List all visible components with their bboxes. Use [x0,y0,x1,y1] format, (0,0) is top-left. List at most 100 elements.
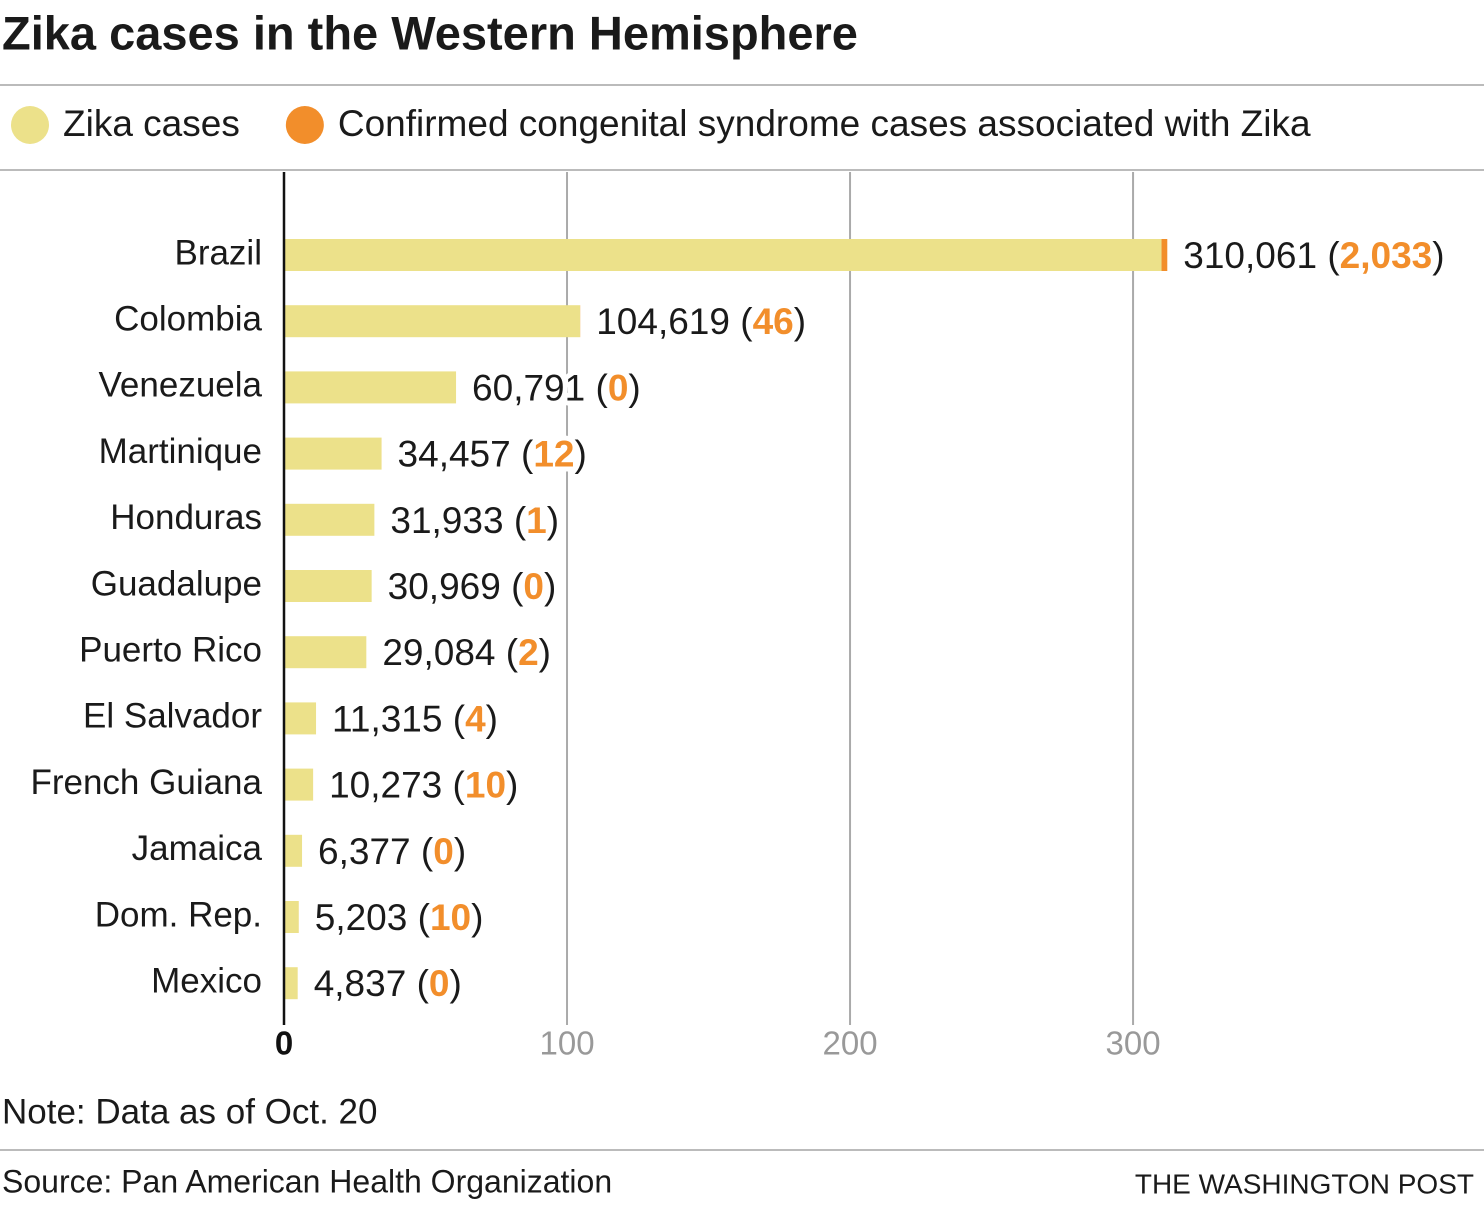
category-label: French Guiana [30,763,262,802]
congenital-count: 0 [429,963,450,1004]
value-label-congenital: (2,033) [1327,235,1444,276]
value-label: 31,933 (1) [390,500,559,541]
value-label-main: 31,933 [390,500,513,541]
value-label: 4,837 (0) [314,963,462,1004]
value-label-main: 104,619 [596,301,740,342]
paren: ( [418,897,431,938]
value-label: 30,969 (0) [388,566,557,607]
value-label-congenital: (0) [421,831,466,872]
bar [284,570,372,602]
paren: ( [421,831,434,872]
credit: THE WASHINGTON POST [1135,1168,1474,1199]
paren: ) [486,698,498,739]
paren: ( [514,500,527,541]
x-tick-label: 200 [823,1025,878,1062]
congenital-count: 10 [430,897,471,938]
value-label-congenital: (1) [514,500,559,541]
paren: ( [596,367,609,408]
value-label: 11,315 (4) [332,698,498,739]
note: Note: Data as of Oct. 20 [2,1092,377,1131]
value-label-main: 4,837 [314,963,417,1004]
paren: ) [471,897,483,938]
congenital-count: 2,033 [1340,235,1433,276]
value-label-congenital: (0) [596,367,641,408]
paren: ( [417,963,430,1004]
legend-label: Zika cases [63,103,240,144]
paren: ) [794,301,806,342]
category-label: Martinique [99,432,262,471]
value-label: 29,084 (2) [382,632,551,673]
legend-swatch [285,106,324,144]
bar [284,305,581,338]
value-label-main: 5,203 [315,897,418,938]
category-label: Mexico [151,961,262,1000]
paren: ( [453,698,466,739]
bar [284,636,367,669]
congenital-count: 0 [523,566,544,607]
category-label: Jamaica [132,829,263,868]
value-label: 10,273 (10) [329,764,518,805]
paren: ( [740,301,753,342]
paren: ) [1432,235,1444,276]
bar [284,702,317,735]
bar [284,503,375,536]
value-label-main: 29,084 [382,632,505,673]
congenital-count: 12 [533,433,574,474]
congenital-count: 4 [465,698,486,739]
congenital-count: 10 [465,764,506,805]
category-label: Puerto Rico [79,630,262,669]
value-label: 60,791 (0) [472,367,641,408]
paren: ) [628,367,640,408]
category-label: El Salvador [83,697,262,736]
value-label-congenital: (0) [511,566,556,607]
x-tick-label: 300 [1106,1025,1161,1062]
x-tick-label: 0 [275,1025,293,1062]
congenital-count: 1 [526,500,547,541]
source: Source: Pan American Health Organization [2,1163,612,1199]
paren: ) [539,632,551,673]
category-label: Honduras [110,498,262,537]
bar [284,834,303,867]
paren: ) [449,963,461,1004]
value-label-main: 310,061 [1183,235,1327,276]
congenital-count: 46 [753,301,794,342]
value-label-main: 10,273 [329,764,452,805]
paren: ( [506,632,519,673]
paren: ) [574,433,586,474]
value-label-main: 11,315 [332,698,453,739]
value-label-main: 6,377 [318,831,421,872]
paren: ) [544,566,556,607]
paren: ( [521,433,534,474]
value-label-congenital: (10) [453,764,519,805]
paren: ( [453,764,466,805]
category-label: Colombia [114,299,262,338]
value-label-congenital: (2) [506,632,551,673]
value-label: 6,377 (0) [318,831,466,872]
category-label: Venezuela [99,366,263,405]
bar [284,437,382,470]
category-label: Brazil [174,233,262,272]
bar [1161,239,1168,271]
value-label-congenital: (0) [417,963,462,1004]
value-label: 34,457 (12) [398,433,587,474]
congenital-count: 0 [433,831,454,872]
value-label: 104,619 (46) [596,301,806,342]
value-label: 310,061 (2,033) [1183,235,1444,276]
value-label-congenital: (10) [418,897,484,938]
paren: ) [506,764,518,805]
legend-swatch [11,106,49,144]
congenital-count: 0 [608,367,629,408]
paren: ) [547,500,559,541]
value-label-main: 34,457 [398,433,521,474]
value-label-congenital: (46) [740,301,806,342]
category-label: Guadalupe [91,564,262,603]
legend-label: Confirmed congenital syndrome cases asso… [338,103,1311,144]
category-label: Dom. Rep. [95,895,262,934]
congenital-count: 2 [518,632,539,673]
bar [284,768,314,801]
paren: ( [511,566,524,607]
bar [284,901,299,933]
value-label: 5,203 (10) [315,897,484,938]
